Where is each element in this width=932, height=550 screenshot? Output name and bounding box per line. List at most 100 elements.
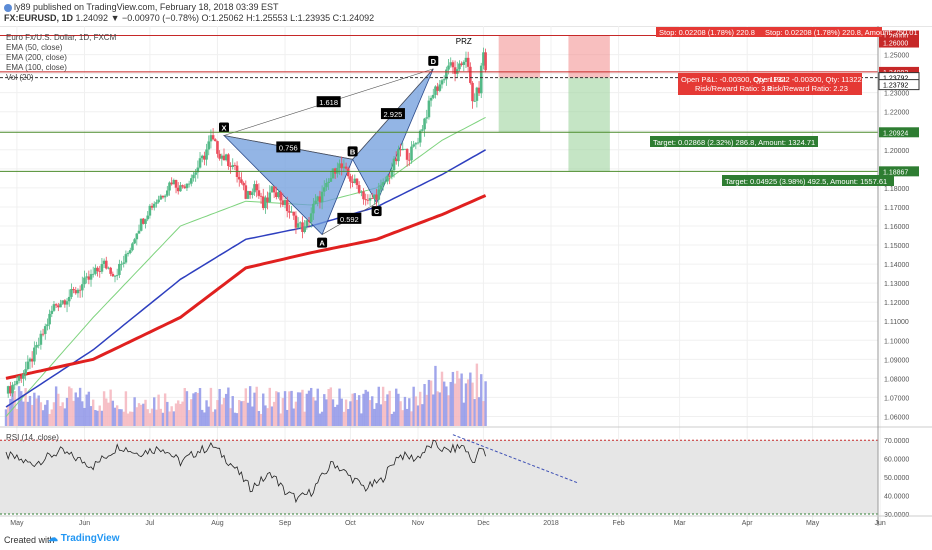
candle-body: [427, 100, 431, 118]
candle-body: [410, 146, 413, 161]
volume-bar: [466, 379, 470, 426]
target-label-bg: [650, 136, 818, 147]
volume-bar: [37, 395, 40, 426]
volume-bar: [118, 409, 121, 426]
point-marker: [347, 146, 358, 157]
candle-body: [482, 52, 485, 66]
candle-body: [318, 196, 322, 203]
candle-body: [172, 179, 176, 185]
volume-bar: [87, 391, 91, 426]
candle-body: [301, 222, 304, 232]
volume-bar: [218, 388, 221, 426]
candle-body: [144, 219, 147, 224]
month-tick: May: [806, 520, 820, 527]
candle-body: [150, 205, 154, 208]
candle-body: [22, 374, 25, 379]
volume-bar: [129, 411, 132, 426]
candle-body: [9, 386, 12, 394]
candle-body: [469, 66, 472, 83]
candle-body: [33, 347, 36, 362]
candle-body: [216, 141, 219, 154]
volume-bar: [102, 391, 106, 426]
point-label-A: A: [319, 239, 325, 248]
volume-bar: [96, 410, 99, 426]
volume-bar: [248, 386, 252, 426]
open-pnl-label: Open P&L: -0.00300, Qty: 11322: [681, 75, 790, 84]
volume-bar: [170, 406, 173, 426]
candle-body: [451, 62, 455, 68]
volume-bar: [432, 394, 435, 426]
candle-body: [192, 174, 195, 179]
volume-bar: [144, 399, 147, 426]
ema200-line: [5, 194, 487, 380]
candle-body: [379, 185, 383, 190]
rsi-tick: 70.0000: [884, 438, 909, 445]
candle-body: [170, 182, 173, 185]
volume-bar: [416, 405, 420, 426]
ratio-label: 0.756: [279, 143, 298, 152]
candle-body: [70, 289, 73, 297]
candle-body: [275, 192, 278, 198]
candle-body: [104, 260, 108, 269]
stop-zone-2: [568, 35, 610, 78]
volume-bar: [329, 387, 333, 426]
candle-body: [233, 165, 237, 166]
volume-bar: [185, 391, 189, 426]
candle-body: [442, 79, 446, 81]
price-chart[interactable]: 1.618 0.756 0.592 2.925 X A B C D PRZ 70.0000 60.0…: [0, 26, 932, 530]
volume-legend: Vol (20): [6, 73, 34, 82]
candle-body: [322, 187, 326, 192]
volume-bar: [214, 409, 217, 426]
user-avatar-icon: [4, 3, 12, 12]
volume-bar: [283, 391, 287, 426]
price-tick: 1.08000: [884, 376, 909, 383]
time-axis: May Jun Jul Aug Sep Oct Nov Dec 2018 Feb Mar Apr May…: [0, 515, 932, 527]
volume-bar: [65, 397, 69, 426]
volume-bar: [115, 405, 119, 426]
volume-bar: [142, 403, 145, 426]
candle-body: [421, 129, 424, 131]
candle-body: [360, 191, 363, 193]
volume-bar: [392, 411, 396, 426]
candle-body: [57, 305, 60, 308]
ratio-label: 0.592: [340, 215, 359, 224]
candle-body: [381, 182, 385, 186]
volume-bar: [233, 412, 237, 426]
volume-bar: [30, 404, 34, 426]
candle-body: [384, 181, 387, 183]
candle-body: [15, 380, 19, 385]
volume-bar: [163, 393, 167, 426]
ema50-legend: EMA (50, close): [6, 43, 63, 52]
volume-bar: [357, 395, 361, 426]
volume-bar: [264, 405, 267, 426]
candle-body: [231, 165, 235, 167]
candle-body: [194, 172, 197, 175]
volume-bar: [216, 400, 219, 426]
rsi-legend: RSI (14, close): [6, 433, 59, 442]
candle-body: [87, 276, 91, 280]
candle-body: [290, 211, 293, 213]
price-tick: 1.11000: [884, 319, 909, 326]
trade-zones: [498, 35, 610, 172]
price-tag-label: 1.26000: [883, 34, 908, 41]
price-tag: [879, 166, 919, 177]
volume-bar: [434, 365, 437, 426]
volume-bar: [325, 399, 328, 426]
rr-label: Risk/Reward Ratio: 3.8: [695, 84, 772, 93]
candle-body: [259, 195, 263, 197]
tradingview-logo[interactable]: ☁ TradingView: [48, 533, 120, 544]
volume-bar: [133, 397, 136, 426]
volume-bar: [331, 399, 335, 426]
candle-body: [222, 155, 226, 161]
position-labels[interactable]: Stop: 0.02208 (1.78%) 220.8 Stop: 0.0220…: [650, 27, 918, 186]
volume-bar: [438, 392, 442, 426]
volume-bar: [333, 406, 337, 426]
volume-bar: [59, 406, 62, 426]
candle-body: [475, 87, 479, 101]
candle-body: [473, 100, 476, 102]
volume-bar: [414, 396, 418, 426]
volume-bar: [364, 389, 367, 426]
candle-body: [146, 215, 149, 220]
harmonic-pattern[interactable]: 1.618 0.756 0.592 2.925 X A B C D PRZ: [219, 37, 472, 248]
